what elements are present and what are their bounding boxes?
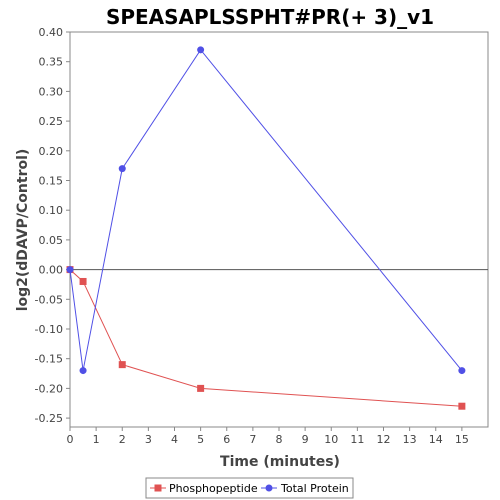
x-tick-label: 7 [249,433,256,446]
y-tick-label: 0.20 [39,145,64,158]
plot-area [69,31,489,428]
x-axis-label: Time (minutes) [220,454,340,470]
data-point-total-protein [79,367,87,375]
y-tick-label: 0.10 [39,204,64,217]
chart-title: SPEASAPLSSPHT#PR(+ 3)_v1 [106,5,434,29]
legend-marker-total-protein [265,484,273,492]
y-tick-label: 0.35 [39,56,64,69]
y-tick-label: 0.00 [39,264,64,277]
x-tick-label: 11 [350,433,364,446]
series-group [66,46,466,410]
y-tick-label: -0.10 [35,323,63,336]
x-tick-label: 3 [145,433,152,446]
y-tick-label: -0.15 [35,353,63,366]
y-tick-label: 0.05 [39,234,64,247]
data-point-phosphopeptide [197,384,205,392]
y-tick-label: -0.05 [35,293,63,306]
data-point-total-protein [66,266,74,274]
x-tick-label: 1 [93,433,100,446]
legend-label-phosphopeptide: Phosphopeptide [169,482,258,495]
y-axis-label: log2(dDAVP/Control) [15,149,31,312]
y-axis: 0.40 0.35 0.30 0.25 0.20 0.15 0.10 0.05 0.00 -0.0… [35,26,70,425]
x-tick-label: 10 [324,433,338,446]
y-tick-label: -0.20 [35,382,63,395]
data-point-total-protein [458,367,466,375]
x-tick-label: 5 [197,433,204,446]
x-tick-label: 4 [171,433,178,446]
y-tick-label: 0.30 [39,85,64,98]
y-tick-label: 0.40 [39,26,64,39]
data-point-phosphopeptide [79,277,87,285]
x-tick-label: 9 [302,433,309,446]
x-tick-label: 12 [377,433,391,446]
legend-label-total-protein: Total Protein [280,482,349,495]
legend: Phosphopeptide Total Protein [145,477,354,499]
y-tick-label: 0.15 [39,174,64,187]
legend-box [145,477,354,499]
x-tick-label: 0 [67,433,74,446]
x-tick-label: 8 [276,433,283,446]
data-point-total-protein [118,165,126,173]
x-tick-label: 6 [223,433,230,446]
y-tick-label: 0.25 [39,115,64,128]
legend-marker-phosphopeptide [154,484,162,492]
data-point-phosphopeptide [458,402,466,410]
x-tick-label: 13 [403,433,417,446]
x-tick-label: 14 [429,433,443,446]
x-tick-label: 2 [119,433,126,446]
x-axis: 0 1 2 3 4 5 6 7 8 9 10 11 12 13 14 15 [67,427,469,446]
data-point-total-protein [197,46,205,54]
y-tick-label: -0.25 [35,412,63,425]
data-point-phosphopeptide [118,361,126,369]
x-tick-label: 15 [455,433,469,446]
